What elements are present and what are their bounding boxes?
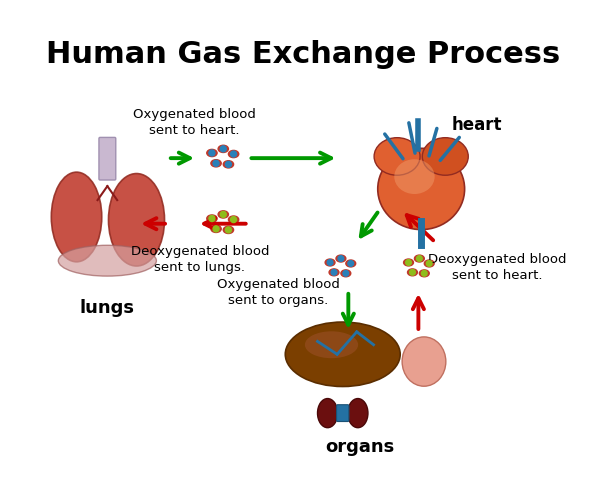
Text: Oxygenated blood
sent to organs.: Oxygenated blood sent to organs. — [217, 278, 340, 307]
Circle shape — [213, 226, 219, 232]
Ellipse shape — [207, 149, 217, 157]
Circle shape — [331, 270, 337, 275]
Ellipse shape — [404, 259, 413, 266]
Ellipse shape — [374, 138, 420, 175]
Ellipse shape — [329, 269, 339, 276]
Ellipse shape — [346, 260, 356, 267]
Circle shape — [327, 260, 333, 266]
Text: Deoxygenated blood
sent to lungs.: Deoxygenated blood sent to lungs. — [131, 245, 269, 273]
Circle shape — [348, 261, 354, 267]
Circle shape — [426, 261, 432, 267]
Ellipse shape — [419, 270, 429, 277]
Circle shape — [338, 256, 344, 261]
FancyBboxPatch shape — [99, 137, 116, 180]
Ellipse shape — [223, 161, 234, 168]
Ellipse shape — [207, 215, 217, 222]
Ellipse shape — [407, 269, 418, 276]
Ellipse shape — [378, 148, 464, 230]
Circle shape — [231, 217, 237, 222]
Text: Human Gas Exchange Process: Human Gas Exchange Process — [46, 41, 561, 70]
Ellipse shape — [415, 255, 424, 262]
Circle shape — [209, 216, 215, 221]
Ellipse shape — [228, 216, 239, 223]
Circle shape — [416, 256, 422, 261]
Ellipse shape — [325, 259, 335, 266]
Text: organs: organs — [325, 438, 394, 456]
Circle shape — [231, 151, 237, 157]
Circle shape — [225, 161, 231, 167]
Ellipse shape — [228, 150, 239, 158]
Circle shape — [220, 211, 226, 218]
Circle shape — [220, 146, 226, 152]
Ellipse shape — [317, 398, 337, 428]
Ellipse shape — [218, 145, 228, 152]
Ellipse shape — [402, 337, 446, 386]
Text: Deoxygenated blood
sent to heart.: Deoxygenated blood sent to heart. — [427, 253, 566, 282]
Ellipse shape — [223, 226, 234, 234]
Circle shape — [225, 227, 231, 233]
Ellipse shape — [211, 225, 221, 232]
Ellipse shape — [422, 138, 468, 175]
Circle shape — [213, 160, 219, 166]
Ellipse shape — [348, 398, 368, 428]
Text: lungs: lungs — [80, 299, 135, 317]
Circle shape — [410, 270, 415, 275]
Text: heart: heart — [452, 116, 503, 133]
Circle shape — [405, 260, 412, 266]
Ellipse shape — [218, 211, 228, 218]
Ellipse shape — [424, 260, 434, 267]
Ellipse shape — [109, 173, 164, 266]
Ellipse shape — [52, 172, 102, 262]
Ellipse shape — [395, 159, 435, 194]
Ellipse shape — [336, 255, 346, 262]
FancyBboxPatch shape — [336, 405, 349, 421]
Ellipse shape — [58, 245, 157, 276]
Circle shape — [209, 150, 215, 156]
Ellipse shape — [285, 322, 400, 387]
Circle shape — [421, 270, 427, 276]
Text: Oxygenated blood
sent to heart.: Oxygenated blood sent to heart. — [133, 108, 256, 137]
Ellipse shape — [211, 160, 221, 167]
Ellipse shape — [305, 331, 358, 358]
Ellipse shape — [341, 270, 351, 277]
Circle shape — [343, 270, 348, 276]
